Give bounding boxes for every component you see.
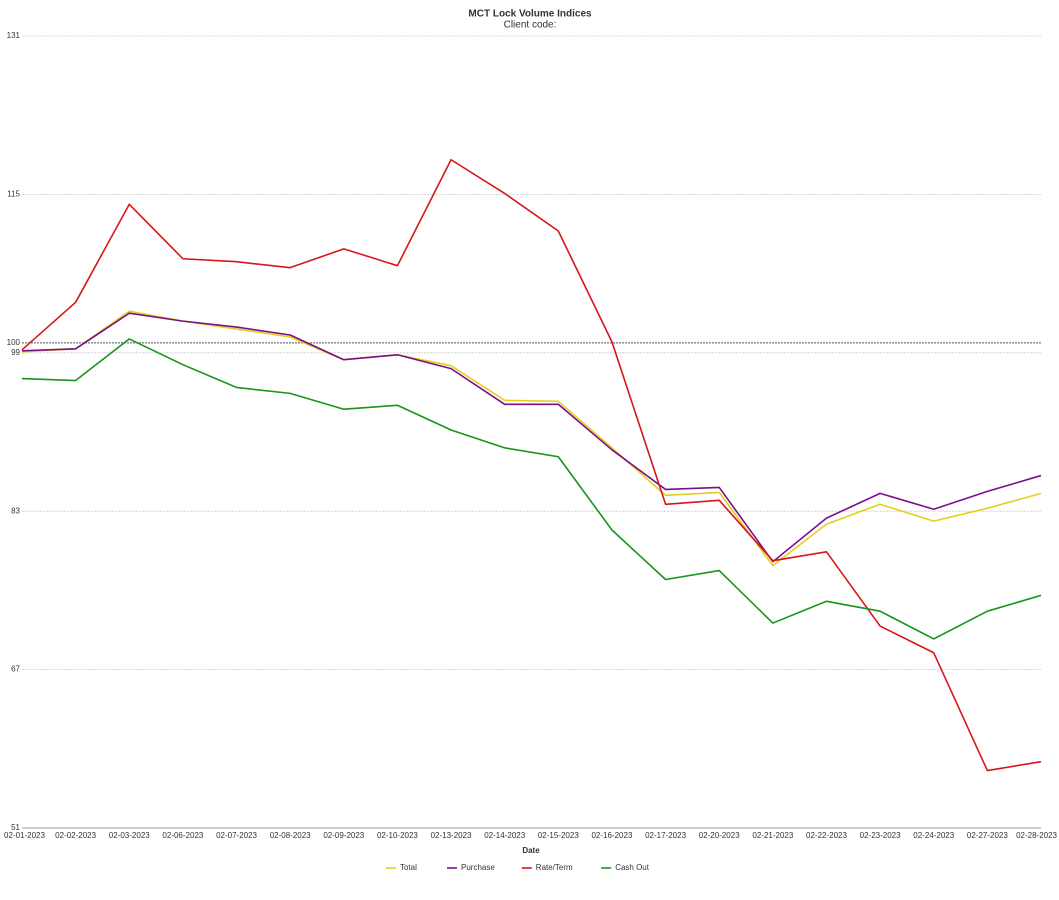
x-tick-label: 02-27-2023	[967, 831, 1008, 840]
x-tick-label: 02-13-2023	[431, 831, 472, 840]
x-tick-label: 02-08-2023	[270, 831, 311, 840]
x-tick-label: 02-09-2023	[323, 831, 364, 840]
x-tick-label: 02-15-2023	[538, 831, 579, 840]
y-tick-label: 51	[11, 823, 20, 832]
series-line	[21, 312, 1042, 563]
x-tick-label: 02-01-2023	[4, 831, 45, 840]
y-tick-label: 67	[11, 665, 20, 674]
series-line	[21, 338, 1042, 640]
x-tick-label: 02-17-2023	[645, 831, 686, 840]
x-axis-title: Date	[522, 846, 540, 855]
x-tick-label: 02-20-2023	[699, 831, 740, 840]
x-tick-label: 02-23-2023	[860, 831, 901, 840]
y-tick-label: 99	[11, 348, 20, 357]
series-line	[21, 158, 1042, 772]
y-tick-label: 131	[7, 31, 21, 40]
chart-title: MCT Lock Volume Indices	[468, 9, 592, 20]
x-tick-label: 02-02-2023	[55, 831, 96, 840]
y-tick-label: 83	[11, 506, 20, 515]
x-tick-label: 02-22-2023	[806, 831, 847, 840]
series-line	[21, 310, 1042, 567]
chart-subtitle: Client code:	[504, 20, 557, 31]
legend-label: Rate/Term	[536, 863, 573, 872]
reference-label: 100	[7, 338, 21, 347]
x-tick-label: 02-28-2023	[1016, 831, 1057, 840]
x-tick-label: 02-03-2023	[109, 831, 150, 840]
x-tick-label: 02-14-2023	[484, 831, 525, 840]
x-tick-label: 02-16-2023	[591, 831, 632, 840]
x-tick-label: 02-07-2023	[216, 831, 257, 840]
x-tick-label: 02-10-2023	[377, 831, 418, 840]
x-tick-label: 02-21-2023	[752, 831, 793, 840]
legend-label: Total	[400, 863, 417, 872]
y-tick-label: 115	[7, 190, 20, 199]
legend-label: Cash Out	[615, 863, 650, 872]
x-tick-label: 02-06-2023	[162, 831, 203, 840]
legend-label: Purchase	[461, 863, 495, 872]
x-tick-label: 02-24-2023	[913, 831, 954, 840]
